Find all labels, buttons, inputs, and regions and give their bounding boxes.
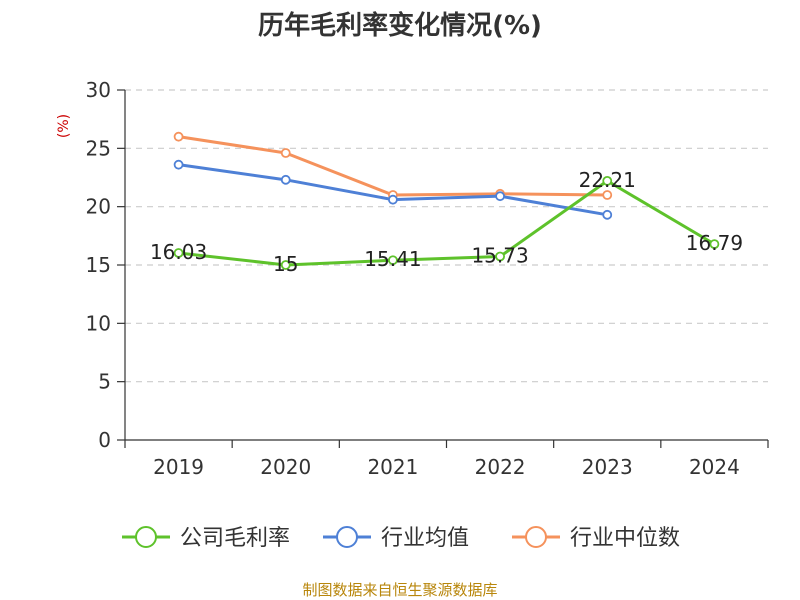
series-line-0	[178, 179, 716, 267]
y-tick-label: 30	[86, 78, 111, 102]
data-label: 15	[273, 252, 298, 276]
y-axis-unit: (%)	[56, 114, 72, 138]
legend-label: 行业均值	[381, 526, 469, 551]
legend-item-0[interactable]: 公司毛利率	[122, 526, 290, 551]
legend-item-2[interactable]: 行业中位数	[512, 526, 680, 551]
data-label: 15.41	[364, 247, 421, 271]
legend-marker	[336, 526, 358, 548]
y-tick-label: 5	[98, 370, 111, 394]
y-tick-label: 15	[86, 253, 111, 277]
series-point[interactable]	[280, 174, 291, 185]
series-point[interactable]	[495, 191, 505, 202]
series-point[interactable]	[709, 239, 720, 250]
data-label: 22.21	[579, 168, 636, 192]
x-tick-label: 2024	[689, 455, 740, 479]
data-source: 制图数据来自恒生聚源数据库	[302, 581, 497, 599]
series-point[interactable]	[173, 248, 184, 258]
axes: 0 5 10 15 20 25 30 2019 2020 2021 2022 2023 2024	[86, 78, 769, 479]
series-point[interactable]	[280, 260, 291, 270]
series-point[interactable]	[602, 190, 613, 200]
y-tick-label: 25	[86, 136, 111, 160]
data-label: 15.73	[471, 243, 528, 267]
series-point[interactable]	[173, 159, 184, 170]
series-point[interactable]	[280, 148, 291, 158]
x-tick-label: 2023	[582, 455, 633, 479]
legend-label: 公司毛利率	[180, 526, 290, 551]
series-group	[173, 131, 720, 270]
series-point[interactable]	[388, 194, 398, 205]
chart-title: 历年毛利率变化情况(%)	[258, 10, 542, 41]
y-tick-label: 0	[98, 428, 111, 452]
data-label: 16.79	[686, 231, 743, 255]
x-tick-label: 2021	[367, 455, 418, 479]
x-tick-label: 2022	[475, 455, 526, 479]
series-line-2	[178, 135, 608, 197]
data-labels: 16.03 15 15.41 15.73 22.21 16.79	[150, 168, 743, 276]
y-tick-label: 10	[86, 311, 111, 335]
legend-marker	[135, 526, 157, 548]
grid-lines	[125, 89, 768, 383]
data-label: 16.03	[150, 240, 207, 264]
x-tick-label: 2019	[153, 455, 204, 479]
series-point[interactable]	[602, 175, 613, 186]
legend-marker	[525, 526, 547, 548]
series-point[interactable]	[388, 255, 398, 266]
legend-item-1[interactable]: 行业均值	[323, 526, 469, 551]
series-line-1	[178, 163, 608, 217]
legend-label: 行业中位数	[570, 526, 680, 551]
y-tick-label: 20	[86, 195, 111, 219]
series-point[interactable]	[173, 131, 184, 142]
series-point[interactable]	[495, 251, 505, 262]
x-tick-label: 2020	[260, 455, 311, 479]
legend[interactable]: 公司毛利率 行业均值 行业中位数	[122, 526, 680, 551]
series-point[interactable]	[602, 209, 613, 220]
